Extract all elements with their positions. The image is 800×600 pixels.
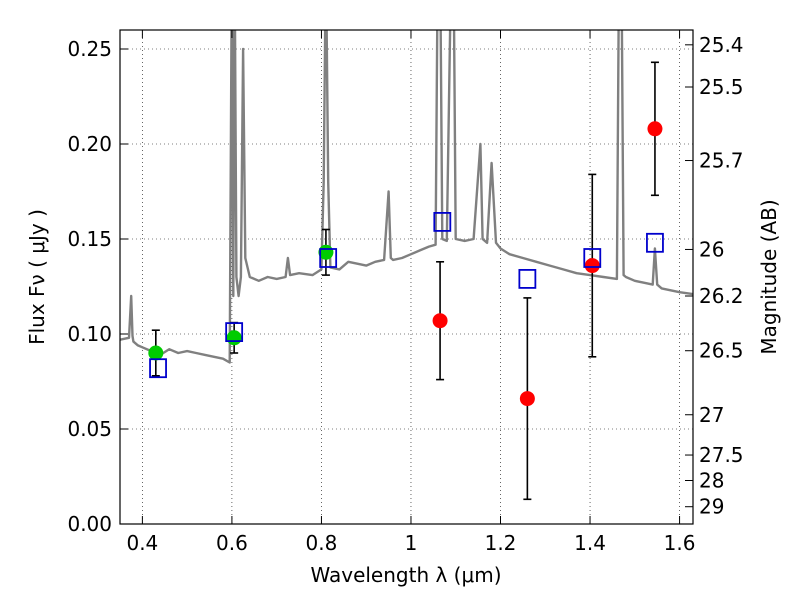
data-point — [519, 391, 535, 407]
model-box — [518, 268, 537, 289]
data-point — [226, 330, 242, 346]
y2-tick-label: 26 — [699, 237, 724, 261]
x-tick-label: 0.6 — [216, 531, 248, 555]
y2-tick-label: 26.5 — [699, 339, 744, 363]
model-box — [149, 358, 167, 379]
y-tick-label: 0.00 — [67, 512, 112, 536]
y-tick-label: 0.25 — [67, 37, 112, 61]
data-markers — [148, 121, 664, 407]
x-tick-label: 1.6 — [664, 531, 696, 555]
y-tick-label: 0.05 — [67, 417, 112, 441]
plot-frame — [119, 29, 694, 525]
x-tick-label: 0.4 — [126, 531, 158, 555]
y2-axis-label: Magnitude (AB) — [757, 199, 781, 354]
x-tick-label: 1.4 — [574, 531, 606, 555]
y2-tick-label: 28 — [699, 468, 724, 492]
y2-tick-label: 29 — [699, 495, 724, 519]
data-point — [148, 345, 164, 361]
model-box — [583, 248, 602, 268]
y-tick-label: 0.15 — [67, 227, 112, 251]
x-tick-label: 1.2 — [485, 531, 517, 555]
x-axis-label: Wavelength λ (μm) — [310, 563, 501, 587]
data-point — [647, 121, 663, 137]
x-tick-label: 0.8 — [306, 531, 338, 555]
y2-tick-label: 26.2 — [699, 284, 744, 308]
y2-tick-label: 25.5 — [699, 75, 744, 99]
model-box — [225, 322, 244, 343]
model-box — [433, 211, 452, 232]
data-point — [584, 258, 600, 274]
y2-tick-label: 25.7 — [699, 149, 744, 173]
axis-ticks: 0.4 0.6 0.8 1 1.2 1.4 1.6 0.00 0.05 0.10 0.15 0.20 0… — [67, 30, 744, 555]
y2-tick-label: 27 — [699, 403, 724, 427]
y2-tick-label: 25.4 — [699, 33, 744, 57]
y-tick-label: 0.10 — [67, 322, 112, 346]
model-box — [319, 248, 338, 268]
y2-tick-label: 27.5 — [699, 443, 744, 467]
model-box — [646, 232, 664, 253]
y-axis-label: Flux Fν ( μJy ) — [25, 209, 49, 345]
data-point — [432, 313, 448, 329]
x-tick-label: 1 — [405, 531, 418, 555]
y-tick-label: 0.20 — [67, 132, 112, 156]
